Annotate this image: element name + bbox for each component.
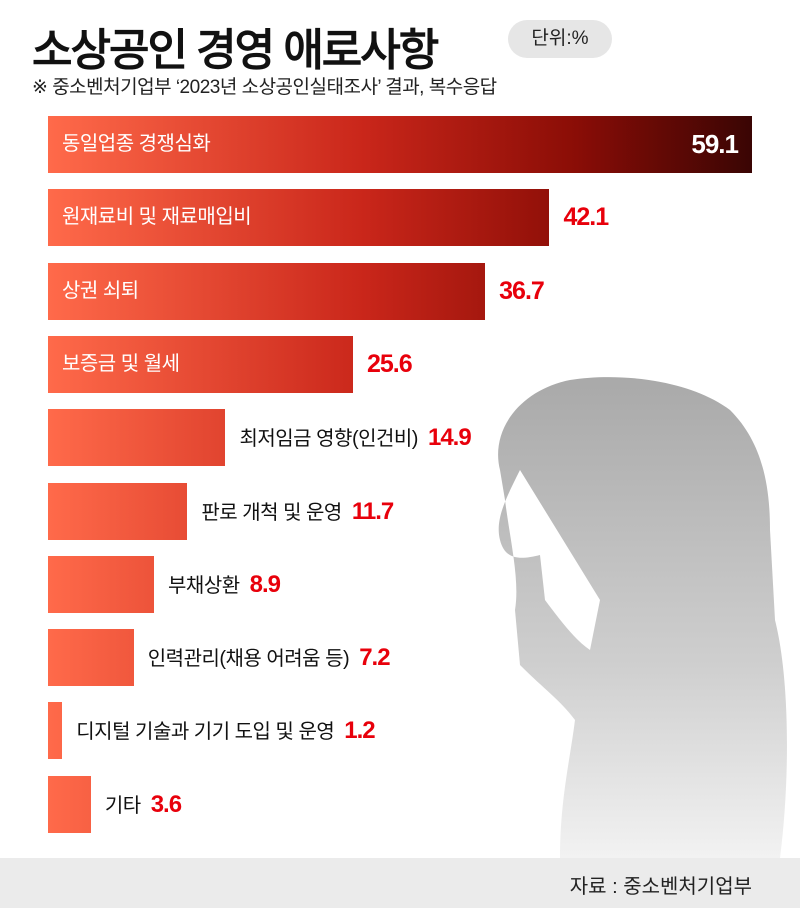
value-label: 42.1 bbox=[563, 203, 609, 232]
bar bbox=[48, 409, 226, 467]
bar bbox=[48, 262, 486, 320]
value-label: 25.6 bbox=[366, 349, 413, 378]
bar-label: 상권 쇠퇴 bbox=[62, 263, 139, 320]
value-label: 11.7 bbox=[351, 497, 394, 525]
value-label: 36.7 bbox=[499, 276, 545, 305]
category-label: 부채상환 bbox=[168, 574, 240, 597]
bar-chart: 동일업종 경쟁심화 59.1 원재료비 및 재료매입비 42.1 상권 쇠퇴 36.7 보증… bbox=[48, 116, 752, 835]
bar bbox=[48, 555, 155, 613]
source-note: 자료 : 중소벤처기업부 bbox=[569, 876, 752, 898]
bar-label: 디지털 기술과 기기 도입 및 운영 1.2 bbox=[76, 702, 375, 761]
category-label: 보증금 및 월세 bbox=[62, 352, 180, 375]
bar bbox=[48, 335, 353, 393]
value-label: 3.6 bbox=[150, 790, 182, 818]
value-label: 7.2 bbox=[359, 644, 390, 672]
category-label: 원재료비 및 재료매입비 bbox=[62, 206, 252, 229]
bar bbox=[48, 482, 188, 540]
bar-label: 판로 개척 및 운영 11.7 bbox=[201, 483, 394, 542]
bar-label: 동일업종 경쟁심화 bbox=[62, 116, 211, 173]
person-silhouette-image bbox=[498, 377, 787, 858]
category-label: 최저임금 영향(인건비) bbox=[239, 428, 418, 451]
value-label: 1.2 bbox=[344, 717, 375, 745]
value-label: 14.9 bbox=[427, 424, 472, 452]
footer: 자료 : 중소벤처기업부 bbox=[0, 858, 800, 908]
bar bbox=[48, 116, 752, 173]
category-label: 상권 쇠퇴 bbox=[62, 279, 139, 302]
category-label: 디지털 기술과 기기 도입 및 운영 bbox=[76, 721, 335, 744]
bar-label: 부채상환 8.9 bbox=[168, 556, 281, 615]
bar bbox=[48, 629, 134, 687]
bar-label: 원재료비 및 재료매입비 bbox=[62, 189, 252, 246]
chart-subtitle: ※ 중소벤처기업부 ‘2023년 소상공인실태조사’ 결과, 복수응답 bbox=[32, 77, 497, 98]
bar bbox=[48, 189, 550, 247]
value-label: 8.9 bbox=[249, 570, 281, 598]
bar bbox=[48, 775, 91, 833]
chart-title: 소상공인 경영 애로사항 bbox=[32, 26, 439, 75]
bar-label: 인력관리(채용 어려움 등) 7.2 bbox=[147, 629, 391, 688]
bar bbox=[48, 702, 63, 760]
category-label: 기타 bbox=[104, 794, 141, 817]
category-label: 판로 개척 및 운영 bbox=[201, 501, 342, 524]
bar-label: 최저임금 영향(인건비) 14.9 bbox=[239, 409, 472, 468]
category-label: 동일업종 경쟁심화 bbox=[62, 133, 211, 155]
unit-badge: 단위:% bbox=[508, 20, 612, 58]
category-label: 인력관리(채용 어려움 등) bbox=[147, 648, 350, 671]
bar-label: 보증금 및 월세 bbox=[62, 336, 180, 393]
bar-label: 기타 3.6 bbox=[104, 776, 182, 835]
value-label: 59.1 bbox=[691, 129, 739, 159]
